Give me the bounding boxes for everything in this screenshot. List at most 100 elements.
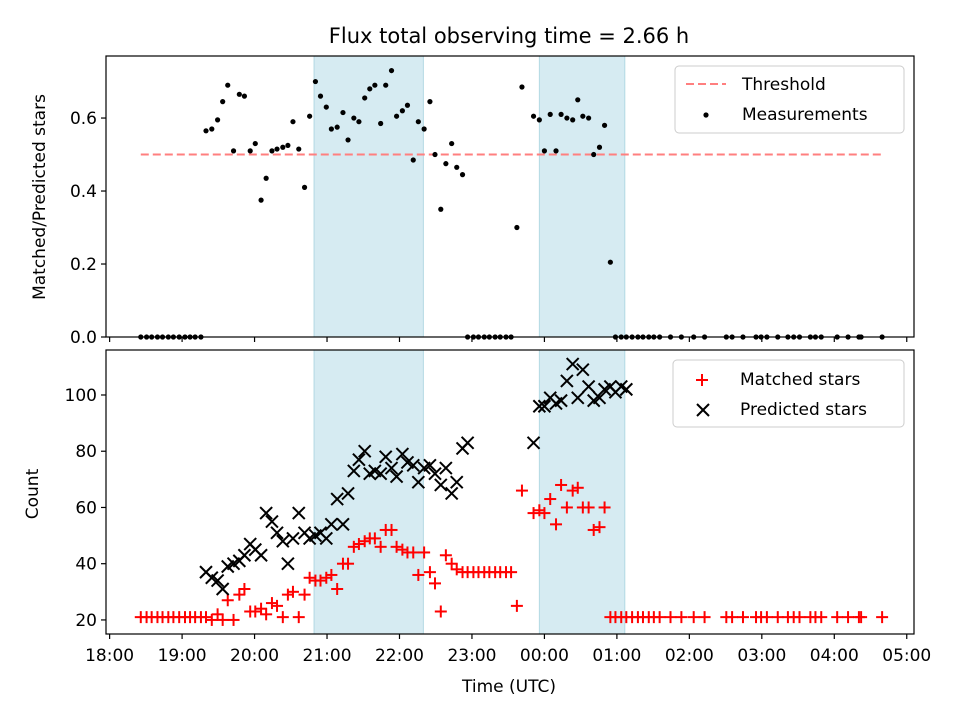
bottom-legend: Matched stars Predicted stars [672,359,905,428]
xtick-label: 05:00 [882,646,931,666]
measurement-point [258,197,264,203]
measurement-point [328,126,334,132]
legend-threshold-label: Threshold [741,75,826,95]
matched-star-marker [390,540,403,553]
xtick-label: 04:00 [810,646,859,666]
matched-star-marker [571,481,584,494]
predicted-star-marker [395,447,410,461]
measurement-point [536,117,542,123]
matched-star-marker [736,611,749,624]
bottom-axes-frame [105,349,915,635]
matched-star-marker [423,566,436,579]
predicted-star-marker [450,475,464,489]
bottom-y-axis-label: Count [23,468,43,519]
predicted-star-marker [537,399,552,413]
matched-star-marker [265,597,278,610]
top-ytick-label: 0.6 [70,109,97,129]
predicted-star-marker [411,475,426,489]
measurement-point [301,184,308,190]
measurement-point [388,67,395,74]
xtick-label: 20:00 [230,646,279,666]
legend-measurements-label: Measurements [742,105,868,125]
measurement-point [564,115,570,121]
bottom-panel: 20 40 60 80 100 18:00 19:00 20:00 21:00 22:00 23:… [23,349,931,697]
chart-title: Flux total observing time = 2.66 h [329,24,689,48]
measurement-point [575,97,581,103]
matched-star-marker [582,501,595,514]
legend-predicted-swatch [696,403,710,417]
predicted-star-marker [281,556,295,571]
matched-star-marker [238,583,251,596]
matched-star-marker [527,507,540,520]
predicted-star-marker [254,548,268,562]
predicted-star-marker [286,531,300,546]
top-y-axis-label: Matched/Predicted stars [30,94,50,300]
predicted-star-marker [292,506,306,520]
top-legend-box [674,65,905,134]
predicted-star-marker [276,534,290,548]
measurement-point [209,126,215,132]
matched-star-marker [510,599,523,612]
matched-star-marker [544,493,557,506]
measurement-point [558,111,564,117]
matched-star-marker [347,540,360,553]
predicted-star-marker [619,382,634,397]
measurement-point [459,172,466,178]
matched-star-marker [533,504,546,517]
top-ytick-label: 0.4 [70,182,97,202]
measurement-point [415,119,421,125]
predicted-star-marker [532,399,547,413]
predicted-star-marker [259,506,273,520]
matched-star-marker [281,588,294,601]
matched-star-marker [221,594,234,607]
bottom-x-ticks: 18:00 19:00 20:00 21:00 22:00 23:00 00:00 01:00… [85,634,931,666]
bottom-y-ticks: 20 40 60 80 100 [65,386,106,631]
matched-star-marker [418,546,431,559]
predicted-star-marker [439,461,453,475]
measurement-point [547,111,553,117]
bottom-ytick-label: 60 [75,498,97,518]
matched-star-marker [566,484,579,497]
measurement-point [220,99,226,105]
measurement-point [421,126,427,132]
matched-star-marker [298,588,311,601]
measurement-point [514,224,520,231]
matched-star-marker [842,611,855,624]
measurement-point [607,259,613,265]
measurement-point [214,117,221,123]
matched-star-marker [876,611,889,624]
measurement-point [530,113,537,119]
measurement-point [367,86,373,92]
predicted-star-marker [428,467,442,481]
measurement-point [438,206,444,212]
measurement-point [580,113,586,119]
matched-star-marker [325,568,338,581]
measurement-point [351,115,357,121]
matched-star-marker [505,566,518,579]
top-y-ticks: 0.0 0.2 0.4 0.6 [70,109,106,348]
measurement-point [432,151,438,158]
matched-star-marker [216,613,229,626]
matched-star-marker [205,613,218,626]
xtick-label: 18:00 [85,646,134,666]
matched-star-marker [320,571,333,584]
top-ytick-label: 0.0 [70,328,97,348]
xtick-label: 02:00 [665,646,714,666]
bottom-ytick-label: 80 [75,442,97,462]
predicted-star-marker [406,458,420,472]
matched-star-marker [385,523,398,536]
measurement-point [362,95,368,101]
predicted-star-marker [389,469,404,484]
matched-star-marker [211,608,224,621]
predicted-star-marker [336,517,350,532]
measurement-point [596,144,603,150]
xtick-label: 23:00 [447,646,496,666]
measurement-point [236,91,242,97]
matched-star-marker [698,611,711,624]
x-axis-label: Time (UTC) [461,677,556,697]
predicted-star-marker [434,478,448,492]
xtick-label: 22:00 [375,646,424,666]
predicted-star-marker [384,461,399,475]
predicted-star-marker [565,357,580,371]
